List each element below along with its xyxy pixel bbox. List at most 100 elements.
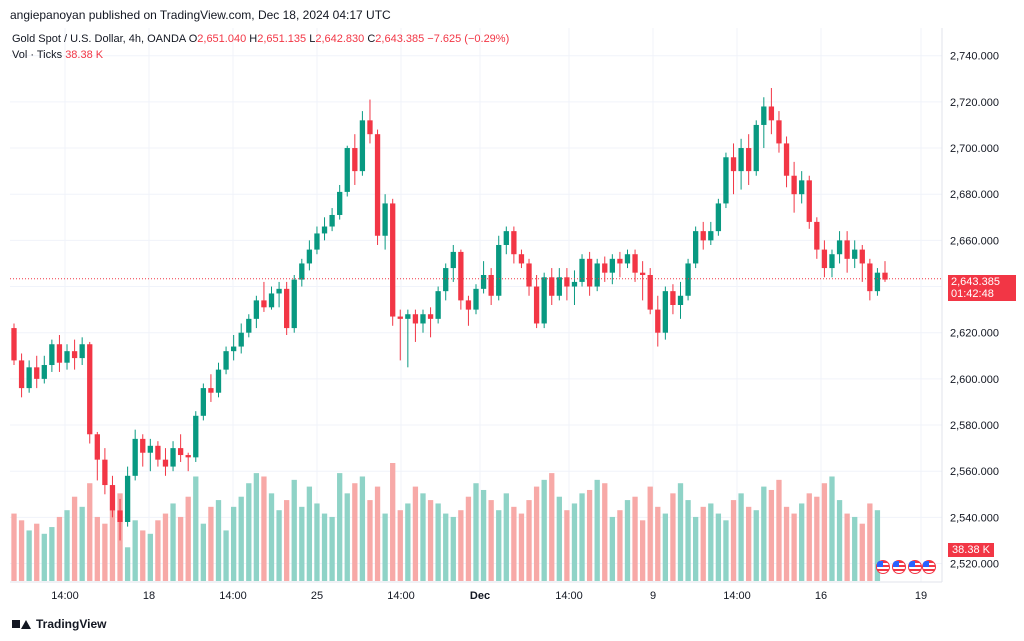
candle-body: [586, 258, 593, 287]
volume-bar: [806, 493, 812, 581]
volume-bar: [109, 510, 116, 581]
close-label: C: [367, 33, 376, 45]
volume-bar: [291, 479, 297, 581]
volume-bar: [26, 530, 32, 581]
volume-value: 38.38 K: [65, 49, 104, 61]
symbol-legend[interactable]: Gold Spot / U.S. Dollar, 4h, OANDA O2,65…: [12, 33, 509, 45]
candle-body: [503, 231, 509, 245]
volume-bar: [867, 503, 873, 581]
candle: [814, 217, 820, 259]
candle-body: [352, 148, 358, 172]
volume-bar: [253, 473, 260, 581]
volume-bar: [730, 500, 737, 581]
candle-body: [94, 434, 100, 460]
candle: [609, 254, 615, 285]
candle-body: [49, 344, 55, 366]
volume-bars: [11, 463, 881, 581]
time-tick-label: 19: [915, 590, 927, 602]
candle: [874, 268, 881, 296]
us-flag-icon[interactable]: [892, 560, 906, 574]
candle: [670, 284, 676, 315]
volume-bar: [677, 483, 684, 581]
volume-bar: [708, 503, 714, 581]
candle: [533, 274, 540, 329]
candle-body: [193, 415, 199, 458]
volume-bar: [41, 533, 47, 581]
time-tick-label: 14:00: [723, 590, 751, 602]
volume-bar: [670, 493, 676, 581]
volume-bar: [162, 513, 169, 581]
candle-body: [549, 277, 555, 296]
candle-body: [836, 240, 843, 255]
volume-bar: [170, 503, 176, 581]
candle-body: [132, 438, 138, 476]
candle: [488, 268, 494, 305]
us-flag-icon[interactable]: [908, 560, 922, 574]
candle: [435, 286, 441, 324]
candle-body: [859, 249, 865, 264]
volume-bar: [443, 513, 449, 581]
volume-bar: [814, 496, 820, 581]
volume-legend[interactable]: Vol · Ticks 38.38 K: [12, 49, 103, 61]
volume-bar: [662, 513, 669, 581]
volume-bar: [223, 530, 229, 581]
time-tick-label: 18: [143, 590, 155, 602]
event-flags[interactable]: [876, 560, 922, 574]
candle-body: [791, 175, 797, 195]
volume-bar: [367, 500, 373, 581]
candle-body: [867, 263, 873, 292]
candle: [738, 138, 744, 190]
price-axis: 2,740.000 2,720.000 2,700.000 2,680.000 2,66…: [950, 51, 999, 571]
volume-bar: [723, 520, 729, 581]
candle: [238, 323, 244, 354]
candle: [26, 360, 32, 393]
candle-body: [761, 106, 767, 125]
candle-body: [480, 274, 487, 289]
candle: [511, 226, 517, 264]
candle-body: [693, 231, 699, 264]
candle-body: [496, 244, 502, 296]
candle: [730, 143, 737, 195]
candle: [132, 429, 138, 481]
candle-body: [814, 221, 820, 250]
candle: [859, 244, 865, 282]
candle: [208, 374, 214, 402]
candle: [617, 251, 623, 278]
candle: [253, 295, 260, 329]
price-tick-label: 2,720.000: [950, 97, 999, 109]
candle-body: [261, 300, 267, 308]
high-value: 2,651.135: [257, 33, 307, 45]
candle-body: [685, 263, 691, 296]
volume-bar: [496, 510, 502, 581]
candle-body: [329, 214, 335, 227]
candle-body: [170, 448, 176, 467]
candle-body: [253, 300, 260, 319]
candle-body: [541, 277, 547, 324]
volume-bar: [503, 493, 509, 581]
candle: [246, 314, 252, 338]
candle: [87, 341, 93, 444]
time-axis: 14:00 18 14:00 25 14:00 Dec 14:00 9 14:00 16 19: [51, 590, 927, 602]
low-value: 2,642.830: [315, 33, 365, 45]
volume-bar: [64, 510, 70, 581]
volume-bar: [541, 479, 547, 581]
candle: [647, 268, 653, 315]
candle-body: [420, 314, 426, 324]
volume-bar: [390, 463, 396, 581]
us-flag-icon[interactable]: [876, 560, 890, 574]
volume-bar: [753, 510, 759, 581]
candle: [215, 362, 222, 398]
candle: [708, 221, 714, 245]
tradingview-logo-icon: [12, 618, 32, 630]
candle-body: [852, 249, 858, 259]
us-flag-icon[interactable]: [922, 560, 936, 574]
event-flags-right[interactable]: [922, 560, 936, 574]
candle: [806, 175, 812, 229]
candle-body: [518, 254, 525, 264]
volume-bar: [140, 530, 146, 581]
candle: [450, 244, 456, 282]
footer-brand[interactable]: TradingView: [12, 617, 106, 631]
candle: [94, 431, 100, 481]
open-value: 2,651.040: [197, 33, 247, 45]
